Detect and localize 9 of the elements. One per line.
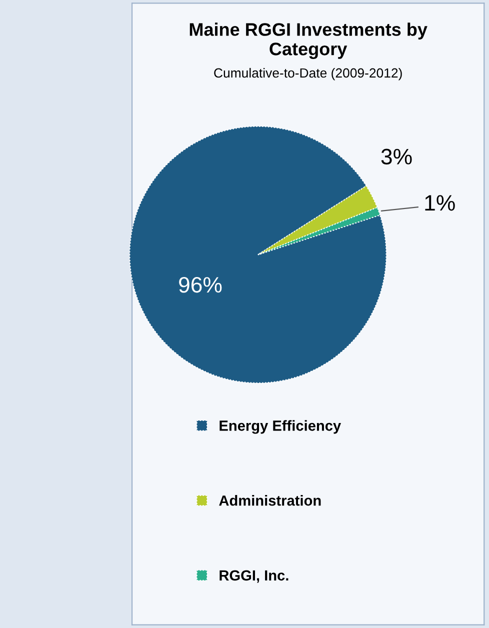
chart-subtitle: Cumulative-to-Date (2009-2012) (214, 68, 402, 80)
pie-slice (257, 185, 378, 256)
data-label: 96% (179, 276, 222, 293)
data-label: 1% (425, 195, 455, 211)
legend-label: Administration (219, 495, 321, 506)
data-label: 3% (381, 148, 412, 165)
legend-label: Energy Efficiency (220, 420, 342, 434)
legend-label: RGGI, Inc. (220, 570, 288, 583)
chart-title: Maine RGGI Investments by Category (190, 22, 428, 59)
